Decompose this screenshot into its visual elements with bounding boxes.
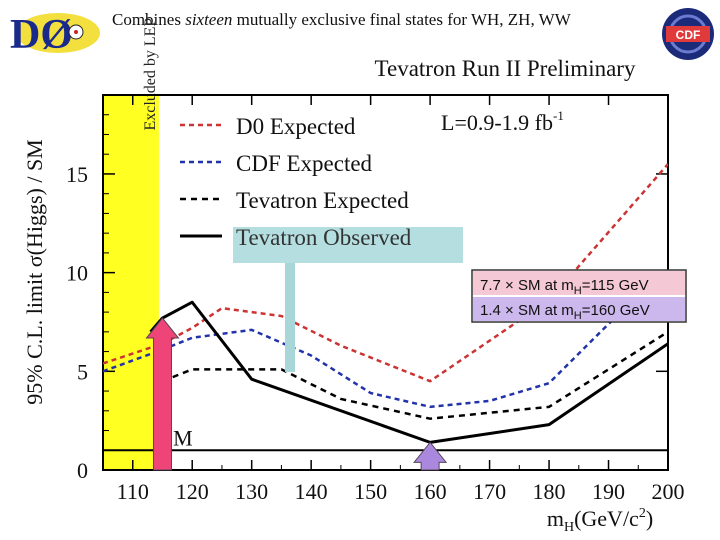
y-tick-label: 5 bbox=[77, 359, 88, 384]
x-axis-label-close: ) bbox=[646, 506, 653, 531]
d0-logo: DØ bbox=[4, 6, 104, 58]
legend-label: CDF Expected bbox=[236, 151, 373, 176]
x-axis-label-sup: 2 bbox=[639, 506, 646, 521]
annotation-arrow bbox=[145, 317, 180, 471]
legend-highlight-box bbox=[233, 227, 463, 263]
cdf-logo-text: CDF bbox=[676, 28, 701, 42]
x-tick-label: 120 bbox=[176, 479, 209, 504]
annotation-text: 1.4 × SM at mH=160 GeV bbox=[480, 302, 650, 322]
x-tick-label: 180 bbox=[533, 479, 566, 504]
subtitle-emphasis: sixteen bbox=[185, 10, 233, 29]
legend: D0 Expected CDF Expected Tevatron Expected… bbox=[180, 114, 463, 372]
x-tick-label: 200 bbox=[652, 479, 685, 504]
annotation-text-sub: H bbox=[574, 285, 582, 297]
chart-title: Tevatron Run II Preliminary bbox=[375, 56, 636, 81]
y-axis-label: 95% C.L. limit σ(Higgs) / SM bbox=[22, 139, 47, 404]
y-tick-label: 0 bbox=[77, 458, 88, 483]
d0-logo-text: DØ bbox=[10, 12, 73, 58]
slide-subtitle: Combines sixteen mutually exclusive fina… bbox=[112, 10, 571, 30]
luminosity-exponent: -1 bbox=[553, 108, 564, 123]
subtitle-prefix: Combines bbox=[112, 10, 186, 29]
legend-label: D0 Expected bbox=[236, 114, 356, 139]
legend-label: Tevatron Observed bbox=[236, 225, 412, 250]
luminosity-text: L=0.9-1.9 fb bbox=[441, 110, 553, 135]
x-axis-label-sub: H bbox=[564, 520, 574, 535]
luminosity-label: L=0.9-1.9 fb-1 bbox=[441, 108, 564, 135]
x-tick-label: 150 bbox=[354, 479, 387, 504]
y-tick-label: 15 bbox=[66, 162, 88, 187]
annotation-arrow bbox=[413, 441, 448, 471]
slide-header: DØ Combines sixteen mutually exclusive f… bbox=[0, 0, 720, 60]
x-tick-label: 170 bbox=[473, 479, 506, 504]
annotation-row-violet bbox=[473, 297, 685, 321]
legend-label: Tevatron Expected bbox=[236, 188, 409, 213]
x-tick-label: 130 bbox=[235, 479, 268, 504]
x-tick-label: 140 bbox=[295, 479, 328, 504]
x-tick-label: 160 bbox=[414, 479, 447, 504]
annotation-text-sub: H bbox=[574, 310, 582, 322]
x-axis-label: mH(GeV/c2) bbox=[547, 506, 653, 535]
lep-excluded-band bbox=[103, 95, 159, 470]
annotation-text-b: =160 GeV bbox=[582, 302, 650, 319]
y-tick-label: 10 bbox=[66, 261, 88, 286]
series-line bbox=[162, 330, 668, 420]
lep-excluded-label: Excluded by LEP bbox=[142, 18, 159, 131]
cdf-logo: CDF bbox=[662, 8, 714, 60]
annotation-text-a: 7.7 × SM at m bbox=[480, 277, 574, 294]
annotation-text: 7.7 × SM at mH=115 GeV bbox=[480, 277, 649, 297]
axis-ticks: 110 120 130 140 150 160 170 180 190 200 0 5 10 15 bbox=[66, 95, 685, 504]
annotation-arrows bbox=[145, 317, 448, 471]
series-line bbox=[149, 300, 668, 444]
x-axis-label-m: m bbox=[547, 506, 564, 531]
x-tick-label: 190 bbox=[592, 479, 625, 504]
annotation-row-pink bbox=[473, 271, 685, 295]
x-tick-label: 110 bbox=[117, 479, 149, 504]
annotation-text-a: 1.4 × SM at m bbox=[480, 302, 574, 319]
series-line bbox=[103, 267, 668, 409]
x-axis-label-units: (GeV/c bbox=[574, 506, 639, 531]
subtitle-suffix: mutually exclusive final states for WH, … bbox=[232, 10, 571, 29]
annotation-text-b: =115 GeV bbox=[582, 277, 649, 294]
